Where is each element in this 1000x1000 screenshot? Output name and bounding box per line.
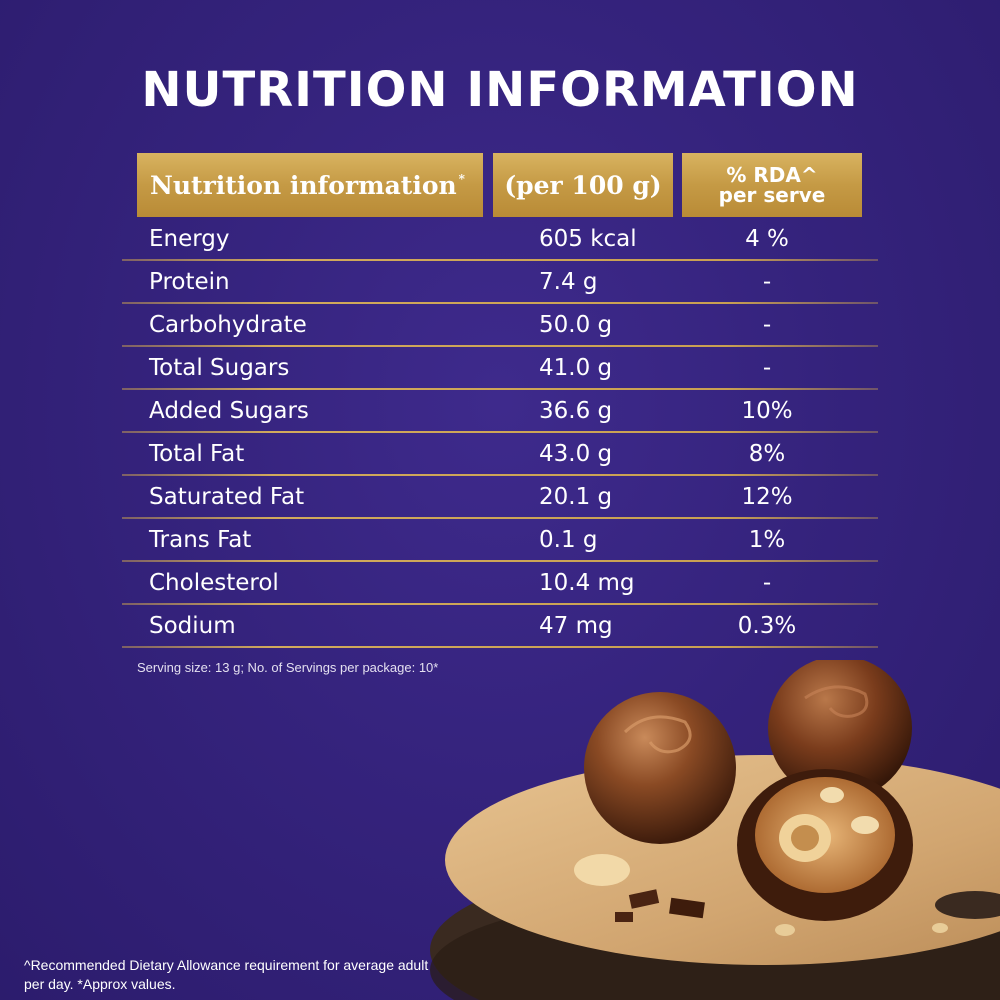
header-per-100g: (per 100 g) (493, 153, 673, 217)
board-hole (935, 891, 1000, 919)
chocolate-ball-left (584, 692, 736, 844)
rda-footnote: ^Recommended Dietary Allowance requireme… (24, 957, 429, 992)
page-title: NUTRITION INFORMATION (141, 62, 859, 118)
chocolate-chunk (669, 897, 705, 919)
header-rda-line2: per serve (718, 183, 826, 207)
nutrient-name: Protein (149, 269, 230, 295)
row-divider (122, 646, 878, 648)
row-divider (122, 517, 878, 519)
nutrient-rda: - (762, 269, 772, 295)
nutrient-per100: 41.0 g (539, 355, 613, 381)
header-rda: % RDA^ per serve (682, 153, 862, 217)
header-name-mark: * (458, 172, 465, 186)
table-row: Total Fat 43.0 g 8% (122, 433, 878, 476)
nutrient-per100: 0.1 g (539, 527, 598, 553)
row-divider (122, 474, 878, 476)
nutrient-per100: 47 mg (539, 613, 613, 639)
table-row: Added Sugars 36.6 g 10% (122, 390, 878, 433)
nutrient-per100: 43.0 g (539, 441, 613, 467)
nutrient-name: Added Sugars (149, 398, 309, 424)
row-divider (122, 431, 878, 433)
nutrient-per100: 605 kcal (539, 226, 637, 252)
nutrient-rda: 12% (741, 484, 793, 510)
header-rda-line1: % RDA^ (726, 163, 818, 187)
header-name-label: Nutrition information (150, 170, 457, 200)
nut-piece (932, 923, 948, 933)
nutrient-name: Carbohydrate (149, 312, 307, 338)
table-row: Protein 7.4 g - (122, 261, 878, 304)
row-divider (122, 345, 878, 347)
chocolate-product-image (430, 660, 1000, 1000)
nut-piece (574, 854, 630, 886)
table-row: Trans Fat 0.1 g 1% (122, 519, 878, 562)
nutrient-per100: 20.1 g (539, 484, 613, 510)
table-row: Saturated Fat 20.1 g 12% (122, 476, 878, 519)
nutrient-rda: 8% (748, 441, 786, 467)
table-row: Energy 605 kcal 4 % (122, 218, 878, 261)
nut-piece (851, 816, 879, 834)
nutrient-per100: 50.0 g (539, 312, 613, 338)
table-row: Carbohydrate 50.0 g - (122, 304, 878, 347)
nutrient-rda: 4 % (745, 226, 789, 252)
nutrient-per100: 7.4 g (539, 269, 598, 295)
nutrient-rda: - (762, 355, 772, 381)
row-divider (122, 388, 878, 390)
nutrient-rda: - (762, 312, 772, 338)
serving-size-note: Serving size: 13 g; No. of Servings per … (137, 660, 439, 675)
nut-piece (775, 924, 795, 936)
row-divider (122, 259, 878, 261)
nutrient-rda: 1% (748, 527, 786, 553)
header-nutrition-information: Nutrition information * (137, 153, 483, 217)
chocolate-chunk (615, 912, 633, 922)
row-divider (122, 603, 878, 605)
chocolate-chunk (628, 889, 660, 909)
nutrient-name: Trans Fat (149, 527, 252, 553)
table-row: Cholesterol 10.4 mg - (122, 562, 878, 605)
nutrient-name: Total Fat (149, 441, 245, 467)
nutrient-per100: 10.4 mg (539, 570, 635, 596)
table-row: Sodium 47 mg 0.3% (122, 605, 878, 648)
nutrient-name: Cholesterol (149, 570, 279, 596)
nutrient-per100: 36.6 g (539, 398, 613, 424)
row-divider (122, 560, 878, 562)
nutrient-name: Total Sugars (149, 355, 290, 381)
header-per100-label: (per 100 g) (504, 170, 662, 200)
chocolate-ball-right (768, 660, 912, 800)
table-row: Total Sugars 41.0 g - (122, 347, 878, 390)
nutrient-rda: 10% (741, 398, 793, 424)
nutrient-name: Energy (149, 226, 230, 252)
row-divider (122, 302, 878, 304)
nutrient-rda: 0.3% (737, 613, 797, 639)
nutrient-name: Sodium (149, 613, 236, 639)
nutrient-name: Saturated Fat (149, 484, 305, 510)
nut-piece (820, 787, 844, 803)
nutrition-table-body: Energy 605 kcal 4 % Protein 7.4 g - Carb… (122, 218, 878, 648)
nutrient-rda: - (762, 570, 772, 596)
